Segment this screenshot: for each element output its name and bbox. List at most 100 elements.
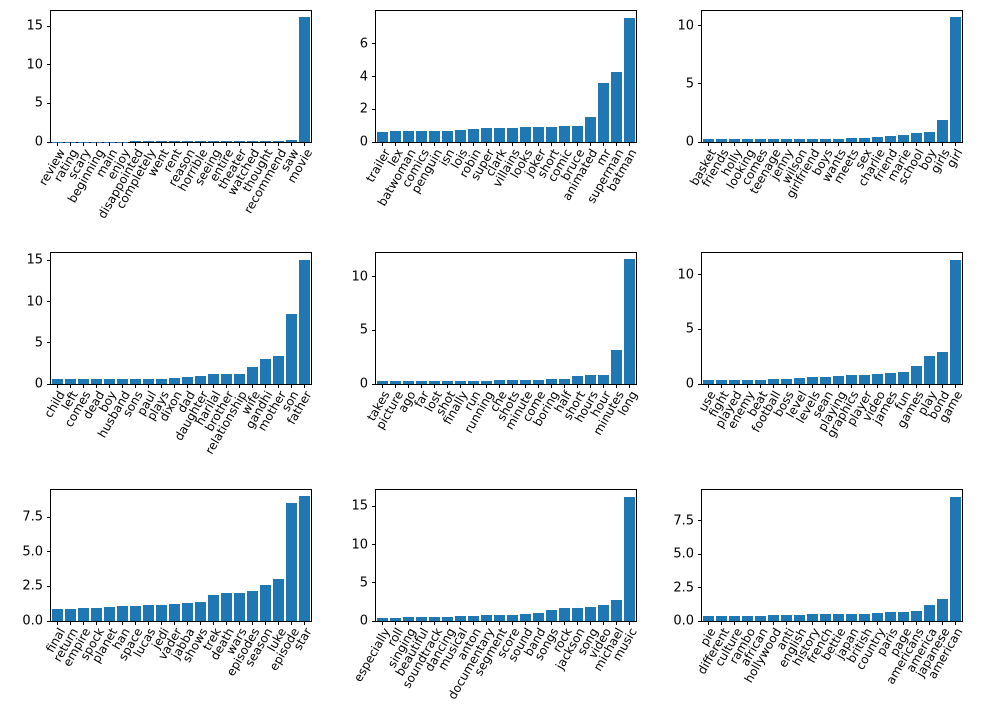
x-tick <box>721 384 722 388</box>
bar-wars <box>234 593 245 621</box>
x-tick <box>278 384 279 388</box>
x-tick <box>629 142 630 146</box>
x-tick <box>187 621 188 625</box>
bar-sean <box>820 376 831 384</box>
x-tick <box>564 621 565 625</box>
x-tick <box>877 142 878 146</box>
bar-main <box>104 141 115 142</box>
x-tick <box>890 384 891 388</box>
x-tick <box>577 621 578 625</box>
x-tick <box>187 142 188 146</box>
x-tick <box>226 621 227 625</box>
x-tick <box>122 621 123 625</box>
bar-friends <box>716 139 727 142</box>
x-tick <box>109 142 110 146</box>
x-tick <box>213 621 214 625</box>
bar-ago <box>403 381 414 384</box>
bar-shot <box>442 380 453 384</box>
x-tick <box>161 142 162 146</box>
y-tick-label: 5 <box>34 95 43 111</box>
x-tick <box>551 142 552 146</box>
bar-games <box>911 366 922 384</box>
x-tick <box>447 384 448 388</box>
x-tick <box>708 621 709 625</box>
x-tick <box>382 384 383 388</box>
bar-lucas <box>143 605 154 621</box>
bar-japan <box>846 613 857 621</box>
x-tick <box>291 384 292 388</box>
bar-hour <box>598 374 609 384</box>
bar-hours <box>585 375 596 384</box>
bar-paris <box>885 611 896 621</box>
x-tick <box>512 621 513 625</box>
x-tick <box>890 142 891 146</box>
y-tick-label: 0 <box>685 134 694 150</box>
x-tick <box>773 621 774 625</box>
bar-mother <box>273 356 284 384</box>
x-tick <box>70 384 71 388</box>
subplot-music-words: especially roll singing beautiful soundtrack… <box>351 489 640 702</box>
x-tick <box>773 384 774 388</box>
bar-return <box>65 608 76 621</box>
bar-robin <box>468 128 479 142</box>
y-tick-label: 0 <box>34 376 43 392</box>
y-tick-label: 15 <box>26 18 43 34</box>
y-tick <box>698 328 702 330</box>
x-tick <box>512 384 513 388</box>
bar-anton <box>468 615 479 621</box>
bar-culture <box>729 616 740 621</box>
y-tick-label: 10 <box>351 537 368 553</box>
x-tick <box>291 621 292 625</box>
subplot-american-words: pie different culture rambo african hollywood… <box>673 489 966 687</box>
bar-super <box>481 128 492 142</box>
x-tick <box>278 621 279 625</box>
bar-seeing <box>208 141 219 142</box>
bar-han <box>117 606 128 621</box>
bar-michael <box>611 600 622 621</box>
y-tick <box>698 620 702 622</box>
y-tick-label: 0.0 <box>22 613 43 629</box>
bar-levels <box>807 377 818 384</box>
x-tick <box>213 384 214 388</box>
x-tick <box>109 384 110 388</box>
x-tick <box>590 384 591 388</box>
y-tick-label: 10 <box>26 294 43 310</box>
bar-completely <box>143 141 154 142</box>
x-tick <box>382 621 383 625</box>
y-tick-label: 0 <box>34 134 43 150</box>
x-tick <box>57 384 58 388</box>
x-tick <box>564 142 565 146</box>
x-tick <box>291 142 292 146</box>
y-tick-label: 5 <box>685 76 694 92</box>
bar-left <box>65 379 76 384</box>
x-tick <box>851 621 852 625</box>
bar-trailer <box>377 132 388 142</box>
bar-different <box>716 616 727 621</box>
bar-music <box>624 496 635 621</box>
x-tick <box>148 621 149 625</box>
bar-girls <box>937 120 948 142</box>
x-tick <box>603 384 604 388</box>
x-tick <box>473 142 474 146</box>
x-tick <box>122 384 123 388</box>
x-tick <box>512 142 513 146</box>
x-tick <box>929 384 930 388</box>
x-tick <box>499 621 500 625</box>
x-tick <box>174 384 175 388</box>
y-tick <box>47 259 51 261</box>
x-tick <box>760 621 761 625</box>
x-tick <box>174 621 175 625</box>
x-tick <box>252 384 253 388</box>
x-tick <box>473 384 474 388</box>
x-tick <box>57 621 58 625</box>
y-tick <box>47 25 51 27</box>
bar-documentary <box>481 615 492 621</box>
bar-japanese <box>937 598 948 621</box>
x-tick <box>786 142 787 146</box>
bar-shots <box>507 380 518 384</box>
x-tick <box>239 621 240 625</box>
bar-thought <box>260 141 271 142</box>
bar-che <box>494 380 505 384</box>
x-tick <box>564 384 565 388</box>
